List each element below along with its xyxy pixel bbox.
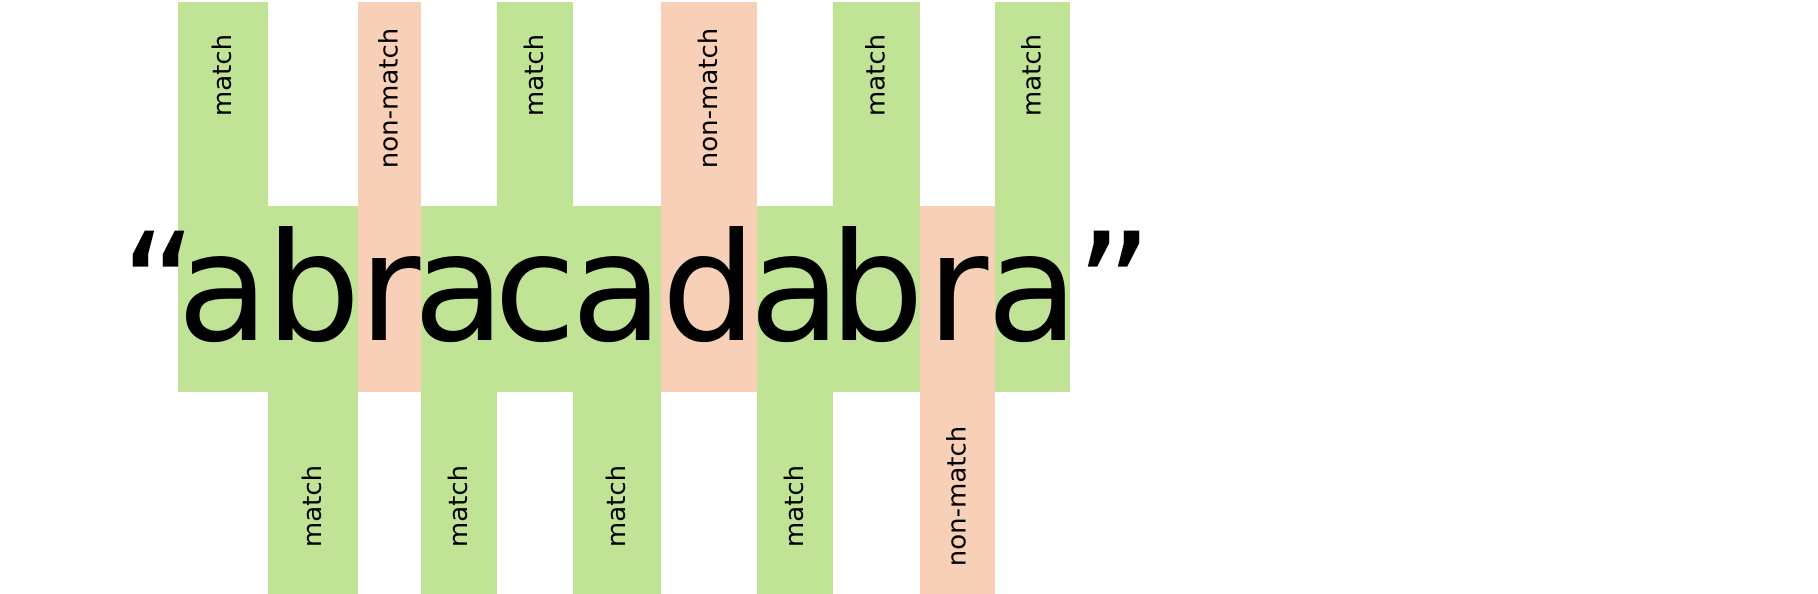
segment-band-11-match <box>995 2 1070 392</box>
open-quote: “ <box>120 202 198 376</box>
word-letter-10: r <box>927 202 989 376</box>
segment-band-7-non-match <box>661 2 757 392</box>
segment-label-5: match <box>520 34 550 116</box>
word-letter-6: a <box>571 202 663 376</box>
segment-label-4: match <box>444 465 474 547</box>
segment-band-10-non-match <box>920 206 995 594</box>
segment-labels: match match non-match match match match non-ma… <box>208 28 1048 566</box>
segment-label-11: match <box>1018 34 1048 116</box>
word-letter-8: a <box>749 202 841 376</box>
segment-label-3: non-match <box>375 28 405 168</box>
segment-band-8-match <box>757 206 833 594</box>
segment-label-10: non-match <box>943 426 973 566</box>
segment-band-3-non-match <box>358 2 421 392</box>
word-letter-4: a <box>413 202 505 376</box>
word-letter-7: d <box>661 202 756 376</box>
segment-label-8: match <box>780 465 810 547</box>
segment-label-9: match <box>862 34 892 116</box>
segment-label-6: match <box>602 465 632 547</box>
segment-bands <box>178 2 1070 594</box>
word-letter-3: r <box>359 202 421 376</box>
segment-label-2: match <box>298 465 328 547</box>
segment-band-4-match <box>421 206 497 594</box>
word-letter-11: a <box>987 202 1079 376</box>
segment-band-5-match <box>497 2 573 392</box>
word-letter-1: a <box>177 202 269 376</box>
segment-band-9-match <box>833 2 920 392</box>
word-letter-5: c <box>494 202 576 376</box>
word-letter-9: b <box>829 202 924 376</box>
segment-label-7: non-match <box>694 28 724 168</box>
segment-band-2-match <box>268 206 358 594</box>
close-quote: ” <box>1075 202 1153 376</box>
segment-band-6-match <box>573 206 661 594</box>
word-letter-2: b <box>265 202 360 376</box>
segment-label-1: match <box>208 34 238 116</box>
segment-band-1-match <box>178 2 268 392</box>
